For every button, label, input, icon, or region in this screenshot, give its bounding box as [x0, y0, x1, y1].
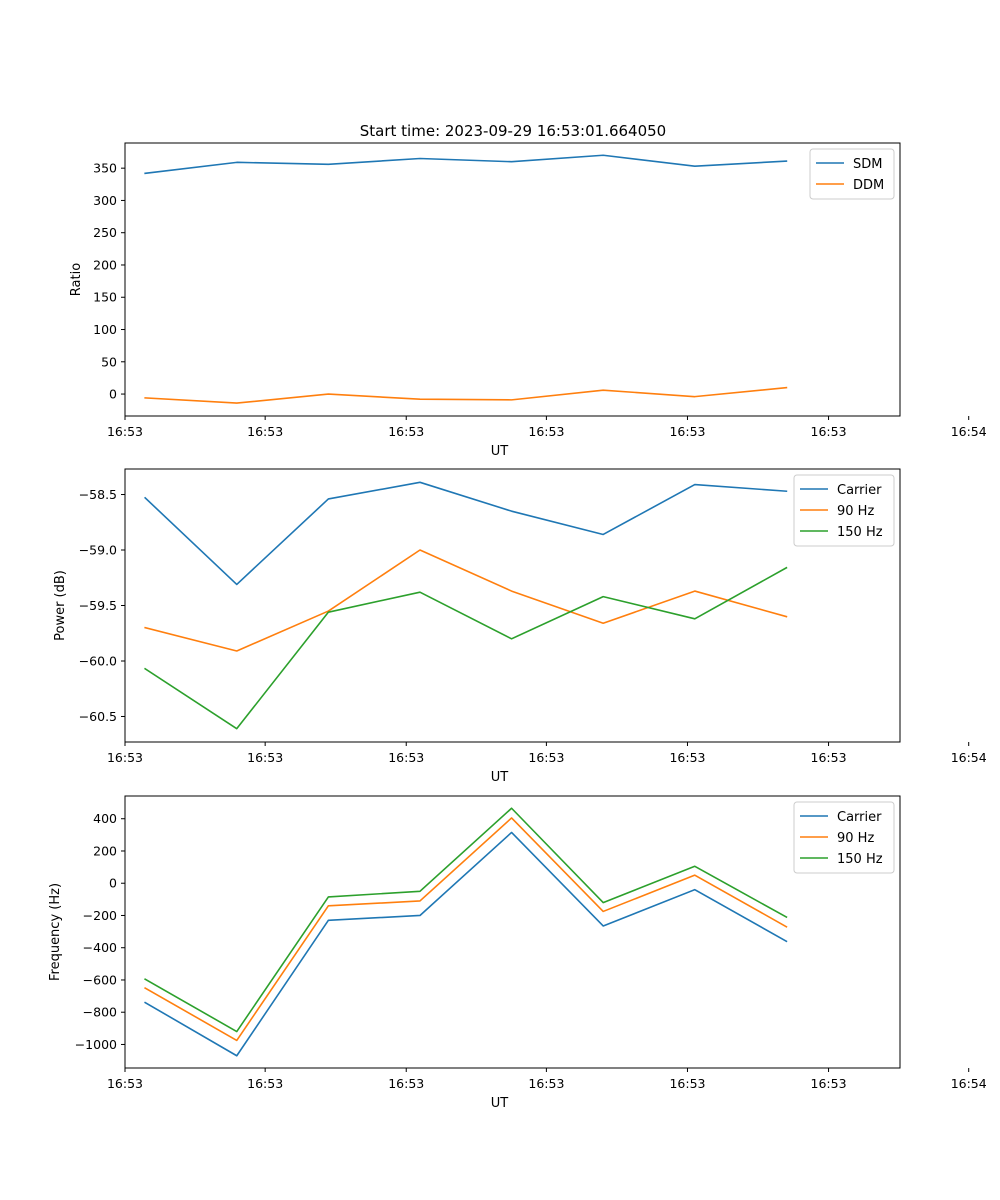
y-tick-label: 300: [93, 193, 117, 208]
charts-container: 16:53 16:53 16:53 16:53 16:53 16:53 16:54 0 50 10…: [48, 142, 987, 1111]
legend-label: 150 Hz: [837, 525, 883, 540]
y-tick-label: −400: [83, 940, 117, 955]
legend-box: [793, 801, 895, 874]
y-tick-label: 200: [93, 257, 117, 272]
y-axis-label: Ratio: [69, 263, 84, 296]
series-line-ddm: [144, 386, 788, 404]
plot-frame: [124, 795, 901, 1069]
chart-frequency: 16:53 16:53 16:53 16:53 16:53 16:53 16:54 −1000…: [48, 795, 987, 1111]
legend: SDM DDM: [809, 148, 895, 200]
legend-label: Carrier: [837, 483, 882, 498]
series-line-90-hz: [144, 549, 788, 652]
y-tick-label: 350: [93, 161, 117, 176]
y-tick-label: −1000: [75, 1037, 117, 1052]
y-tick-label: 0: [109, 387, 117, 402]
y-tick-label: −59.5: [79, 598, 117, 613]
legend-label: 90 Hz: [837, 504, 874, 519]
legend-box: [809, 148, 895, 200]
y-tick-label: −600: [83, 972, 117, 987]
series-line-sdm: [144, 154, 788, 175]
x-tick-label: 16:53: [388, 424, 424, 439]
y-tick-label: −60.0: [79, 653, 117, 668]
x-axis-label: UT: [491, 444, 509, 459]
x-tick-label: 16:53: [669, 424, 705, 439]
chart-ratio: 16:53 16:53 16:53 16:53 16:53 16:53 16:54 0 50 10…: [69, 142, 987, 459]
y-tick-label: 200: [93, 843, 117, 858]
y-tick-label: 250: [93, 225, 117, 240]
y-tick-label: −800: [83, 1005, 117, 1020]
legend-label: 150 Hz: [837, 852, 883, 867]
x-tick-label: 16:53: [247, 1076, 283, 1091]
y-tick-label: −58.5: [79, 487, 117, 502]
x-tick-label: 16:53: [669, 1076, 705, 1091]
x-tick-label: 16:54: [951, 424, 987, 439]
legend-label: DDM: [853, 178, 884, 193]
chart-power: 16:53 16:53 16:53 16:53 16:53 16:53 16:54 −60.5…: [53, 468, 987, 785]
x-tick-label: 16:53: [107, 424, 143, 439]
legend-label: SDM: [853, 157, 882, 172]
y-tick-label: 100: [93, 322, 117, 337]
x-tick-label: 16:53: [528, 1076, 564, 1091]
figure-title: Start time: 2023-09-29 16:53:01.664050: [360, 122, 666, 140]
series-line-150-hz: [144, 566, 788, 730]
x-tick-label: 16:53: [107, 750, 143, 765]
x-axis-label: UT: [491, 770, 509, 785]
legend-label: Carrier: [837, 810, 882, 825]
legend-label: 90 Hz: [837, 831, 874, 846]
x-tick-label: 16:53: [811, 424, 847, 439]
x-tick-label: 16:53: [247, 424, 283, 439]
x-tick-label: 16:53: [247, 750, 283, 765]
y-tick-label: 50: [101, 354, 117, 369]
x-tick-label: 16:53: [388, 750, 424, 765]
legend-box: [793, 474, 895, 547]
x-tick-label: 16:54: [951, 1076, 987, 1091]
x-tick-label: 16:53: [528, 424, 564, 439]
y-axis-label: Power (dB): [53, 570, 68, 641]
x-tick-label: 16:53: [107, 1076, 143, 1091]
x-tick-label: 16:53: [811, 750, 847, 765]
x-tick-label: 16:53: [669, 750, 705, 765]
y-tick-label: −60.5: [79, 709, 117, 724]
y-tick-label: 0: [109, 876, 117, 891]
x-tick-label: 16:53: [528, 750, 564, 765]
x-tick-label: 16:54: [951, 750, 987, 765]
legend: Carrier 90 Hz 150 Hz: [793, 474, 895, 547]
y-axis-label: Frequency (Hz): [48, 883, 63, 981]
x-tick-label: 16:53: [388, 1076, 424, 1091]
y-tick-label: −59.0: [79, 543, 117, 558]
plot-frame: [124, 142, 901, 417]
y-tick-label: 150: [93, 290, 117, 305]
legend: Carrier 90 Hz 150 Hz: [793, 801, 895, 874]
series-line-150-hz: [144, 807, 788, 1033]
y-tick-label: 400: [93, 811, 117, 826]
series-line-90-hz: [144, 817, 788, 1042]
x-tick-label: 16:53: [811, 1076, 847, 1091]
series-line-carrier: [144, 831, 788, 1057]
series-line-carrier: [144, 481, 788, 586]
x-axis-label: UT: [491, 1096, 509, 1111]
y-tick-label: −200: [83, 908, 117, 923]
